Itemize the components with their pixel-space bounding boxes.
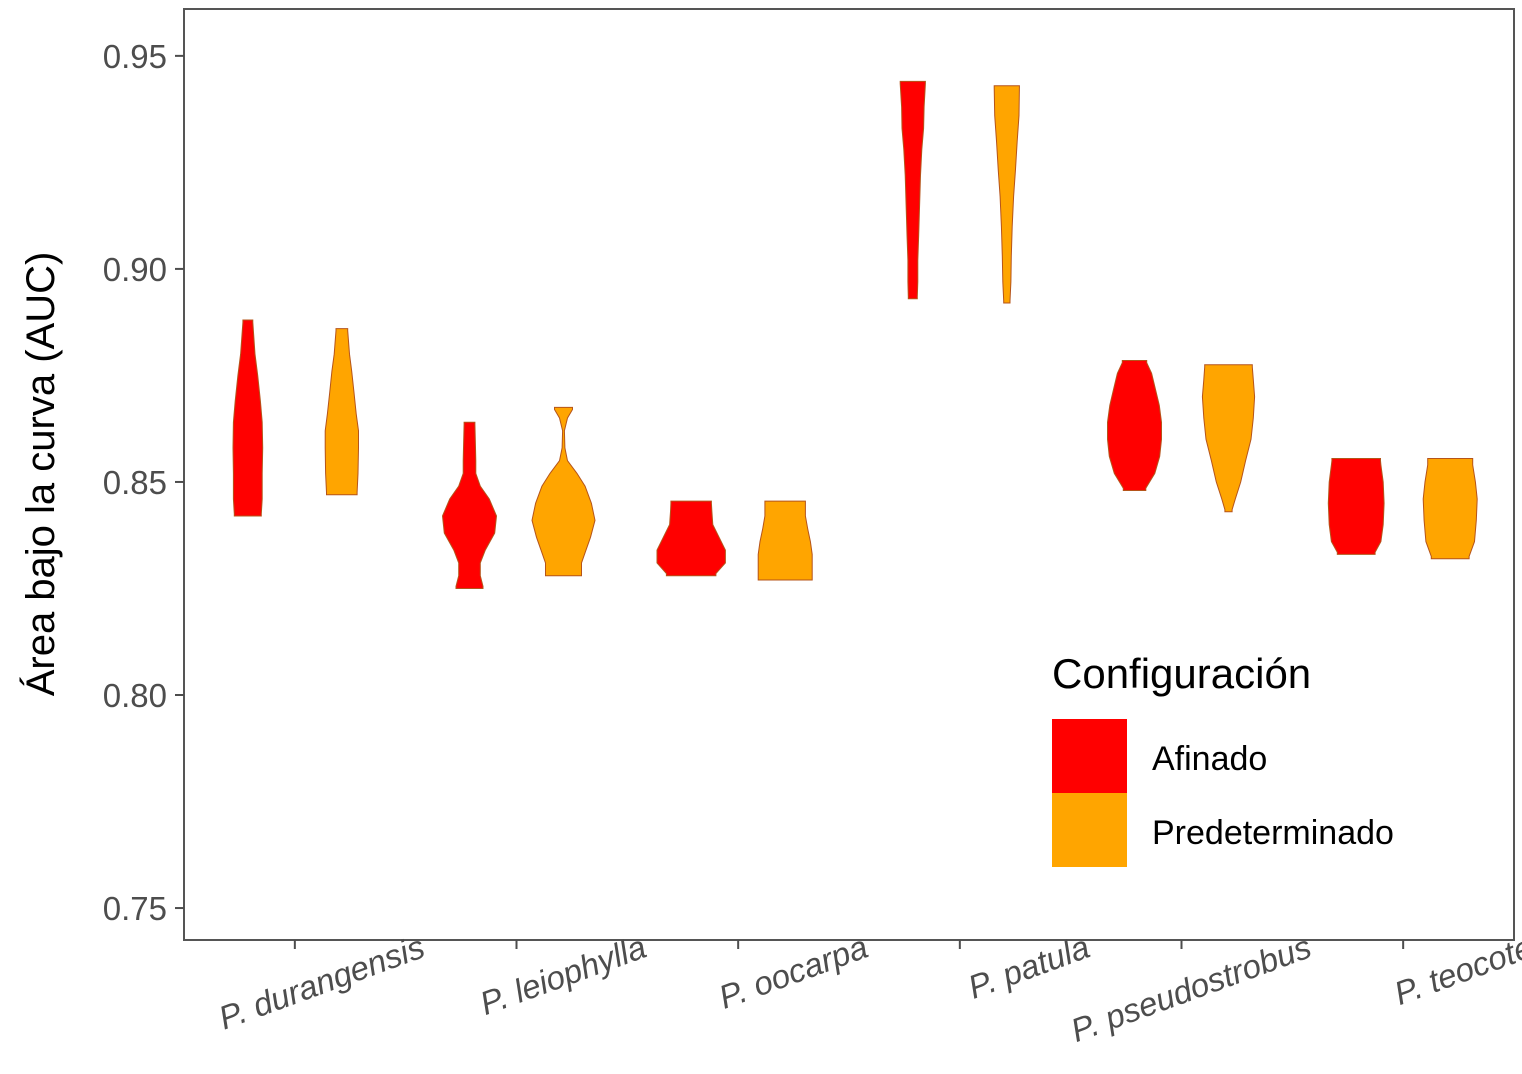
violins-layer xyxy=(232,80,1478,589)
legend-label-afinado: Afinado xyxy=(1152,740,1267,778)
plot-panel-border xyxy=(183,8,1515,941)
legend-key-afinado xyxy=(1052,719,1127,793)
violin-predeterminado xyxy=(531,406,596,577)
violin-afinado xyxy=(232,319,264,517)
violin-predeterminado xyxy=(324,328,359,496)
x-axis: P. durangensis P. leiophylla P. oocarpa P. … xyxy=(214,928,1522,1049)
y-tick-label: 0.90 xyxy=(103,251,167,288)
y-axis: 0.75 0.80 0.85 0.90 0.95 xyxy=(103,38,184,927)
y-tick-label: 0.75 xyxy=(103,890,167,927)
violin-afinado xyxy=(441,421,498,589)
legend-title: Configuración xyxy=(1052,650,1311,697)
violin-afinado xyxy=(656,500,726,577)
legend-key-predeterminado xyxy=(1052,793,1127,867)
violin-afinado xyxy=(899,80,926,300)
legend: Configuración Afinado Predeterminado xyxy=(1052,650,1394,867)
violin-predeterminado xyxy=(993,85,1020,304)
x-tick-label: P. leiophylla xyxy=(475,928,651,1022)
violin-afinado xyxy=(1327,458,1385,555)
violin-predeterminado xyxy=(1422,458,1478,560)
violin-predeterminado xyxy=(757,500,813,581)
violin-afinado xyxy=(1107,360,1162,491)
legend-label-predeterminado: Predeterminado xyxy=(1152,814,1394,852)
y-axis-title: Área bajo la curva (AUC) xyxy=(18,252,63,697)
violin-predeterminado xyxy=(1201,364,1256,513)
x-tick-label: P. pseudostrobus xyxy=(1066,928,1316,1049)
y-tick-label: 0.85 xyxy=(103,464,167,501)
y-tick-label: 0.95 xyxy=(103,38,167,75)
y-tick-label: 0.80 xyxy=(103,677,167,714)
x-tick-label: P. durangensis xyxy=(214,928,430,1037)
